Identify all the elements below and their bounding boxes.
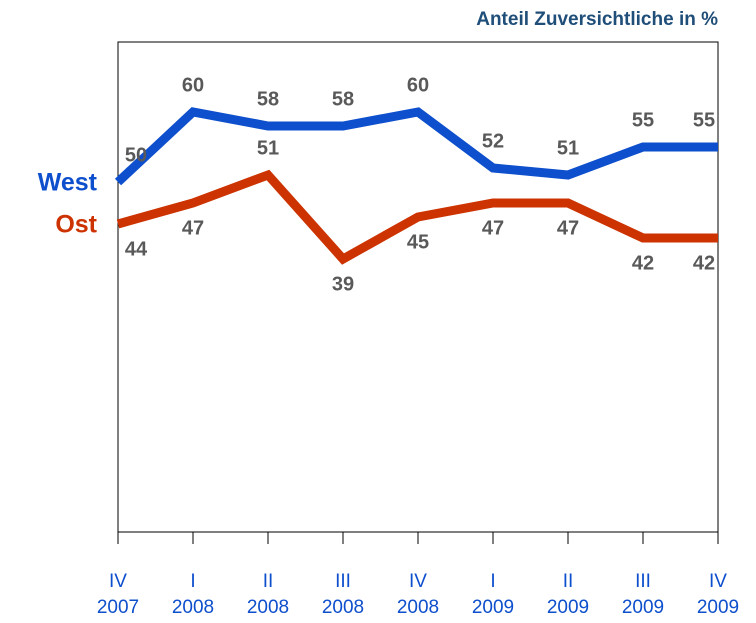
x-tick-label: 2008 (247, 597, 289, 618)
data-label: 42 (693, 252, 715, 274)
x-tick-label: II (263, 571, 274, 592)
x-tick-label: 2009 (622, 597, 664, 618)
x-tick-label: 2009 (547, 597, 589, 618)
legend-label: Ost (55, 211, 97, 239)
data-label: 42 (632, 252, 654, 274)
x-tick-label: II (563, 571, 574, 592)
data-label: 55 (693, 109, 715, 131)
data-label: 51 (557, 137, 579, 159)
data-label: 45 (407, 231, 429, 253)
x-tick-label: III (335, 571, 351, 592)
x-tick-label: 2008 (322, 597, 364, 618)
data-label: 60 (182, 74, 204, 96)
data-label: 51 (257, 137, 279, 159)
data-label: 55 (632, 109, 654, 131)
x-tick-label: III (635, 571, 651, 592)
data-label: 60 (407, 74, 429, 96)
data-label: 47 (482, 217, 504, 239)
data-label: 58 (257, 88, 279, 110)
data-label: 47 (182, 217, 204, 239)
x-tick-label: 2007 (97, 597, 139, 618)
chart-title: Anteil Zuversichtliche in % (476, 9, 718, 30)
x-tick-label: 2008 (397, 597, 439, 618)
series-line (116, 169, 718, 265)
x-tick-label: IV (709, 571, 727, 592)
data-label: 58 (332, 88, 354, 110)
x-tick-label: 2009 (697, 597, 739, 618)
data-label: 44 (125, 238, 148, 260)
x-tick-label: 2008 (172, 597, 214, 618)
legend-label: West (38, 169, 98, 197)
x-tick-label: IV (409, 571, 427, 592)
x-tick-label: I (490, 571, 495, 592)
data-label: 47 (557, 217, 579, 239)
data-label: 39 (332, 273, 354, 295)
data-label: 52 (482, 130, 504, 152)
series-line (114, 107, 718, 186)
data-label: 50 (125, 144, 147, 166)
x-tick-label: I (190, 571, 195, 592)
x-tick-label: 2009 (472, 597, 514, 618)
x-tick-label: IV (109, 571, 127, 592)
